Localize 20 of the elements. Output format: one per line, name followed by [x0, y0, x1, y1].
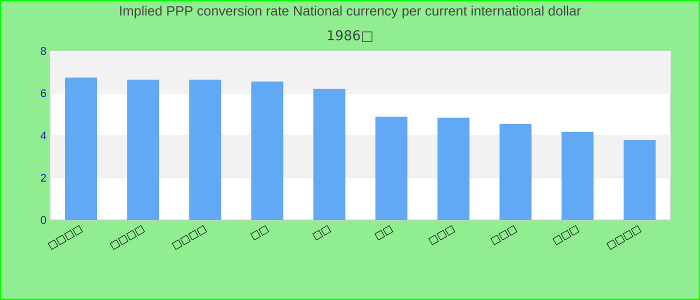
bar: [562, 132, 594, 220]
y-tick-label: 2: [40, 174, 46, 182]
chart-subtitle: 1986□: [328, 30, 372, 42]
y-tick-label: 6: [40, 89, 46, 98]
x-tick-label: □□: [374, 225, 394, 240]
bar: [500, 124, 532, 220]
bar: [189, 80, 222, 220]
y-tick-label: 4: [40, 132, 46, 140]
y-tick-label: 0: [40, 216, 46, 224]
bar: [65, 78, 98, 220]
bar: [437, 118, 470, 220]
bar: [624, 140, 656, 220]
x-tick-label: □□: [312, 225, 332, 240]
y-tick-label: 8: [40, 47, 46, 55]
x-tick-label: □□: [250, 225, 270, 240]
bar: [251, 82, 284, 220]
bar: [127, 80, 160, 220]
bar: [375, 116, 408, 220]
chart-title: Implied PPP conversion rate National currency per current international dollar: [120, 6, 581, 18]
bar: [313, 88, 346, 220]
